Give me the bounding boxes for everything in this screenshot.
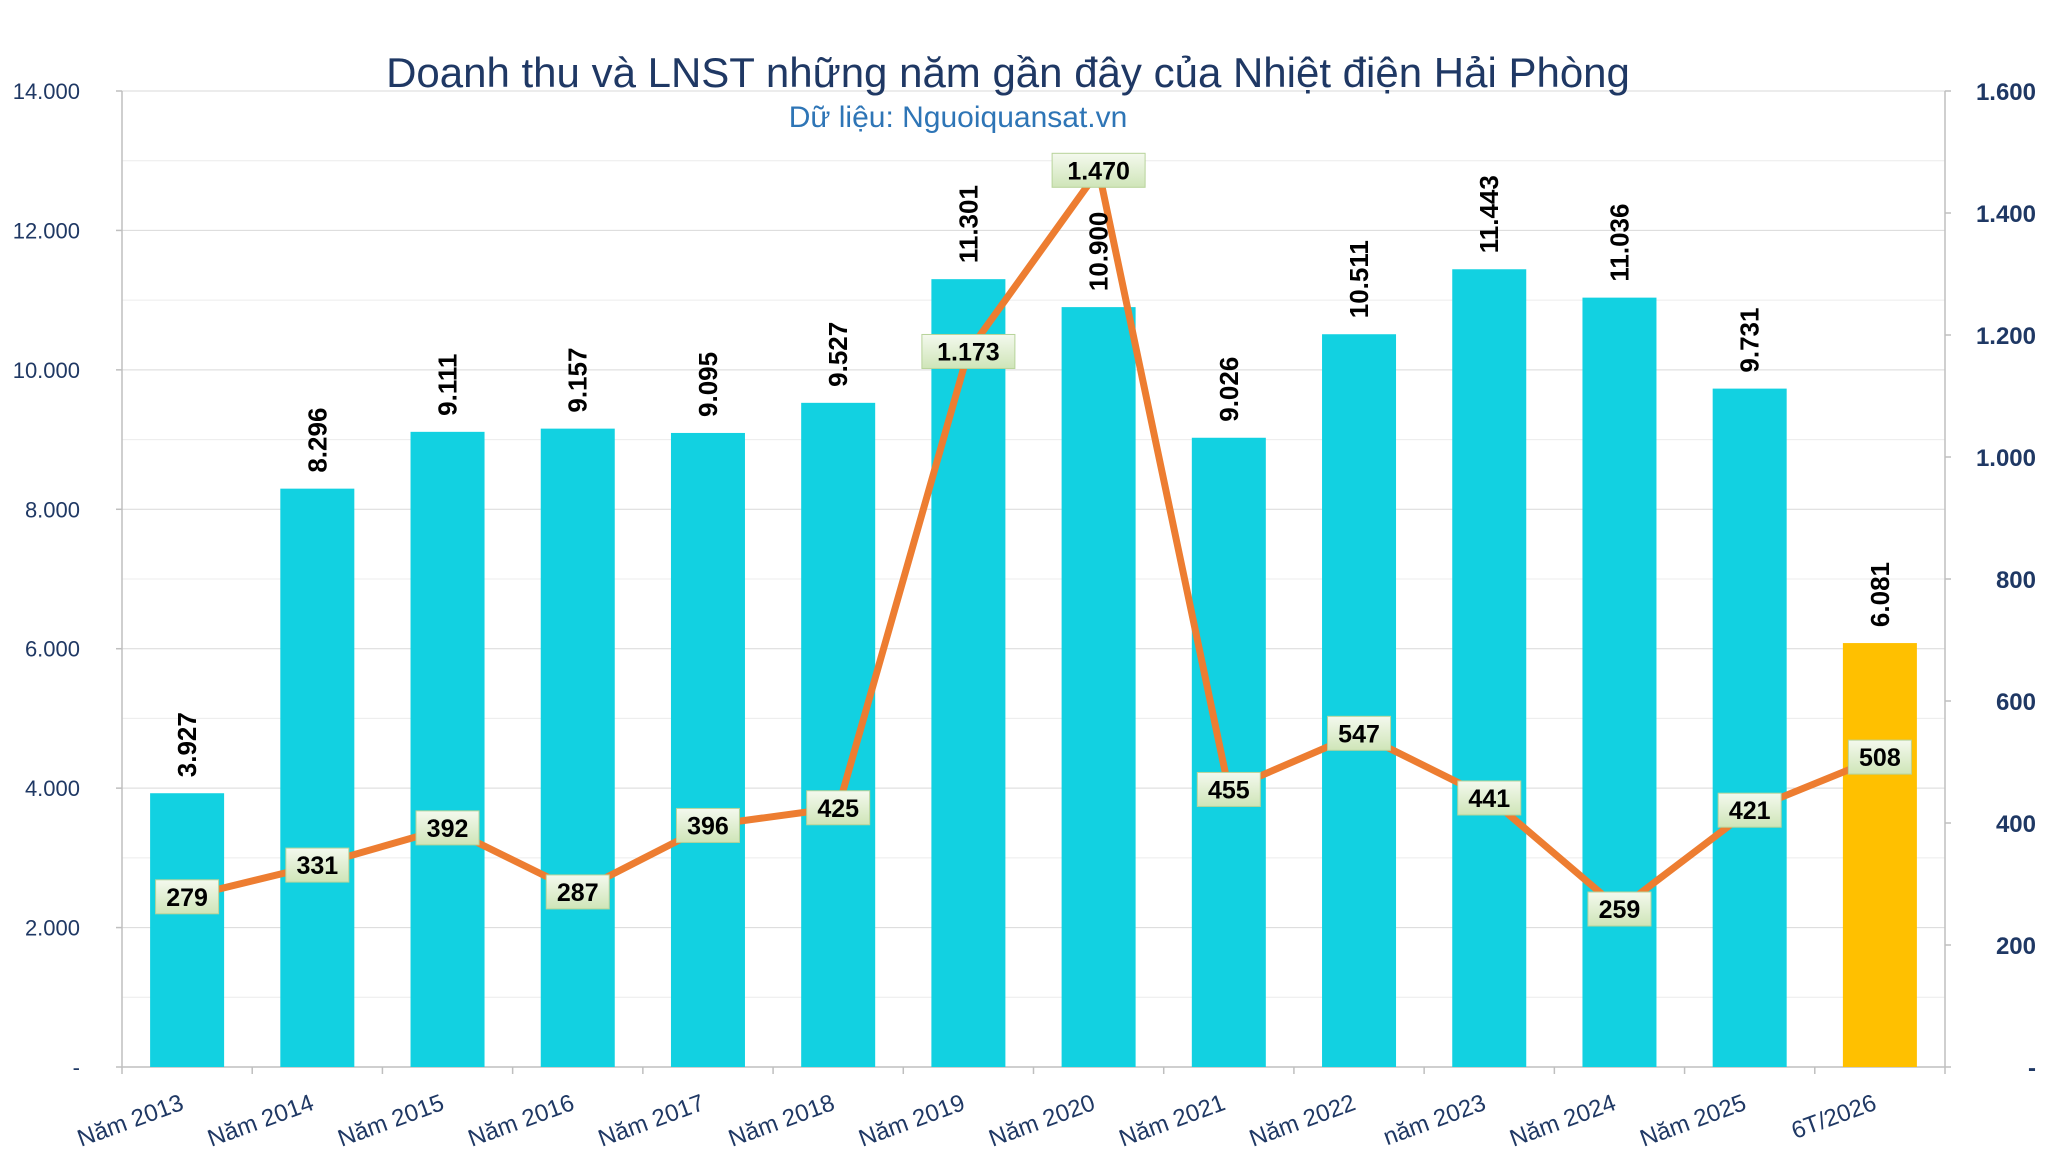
y2-tick-label: 1.600 — [1976, 79, 2036, 106]
line-label-box — [675, 807, 740, 843]
bar-value-label: 9.157 — [563, 348, 593, 413]
bar-value-label: 9.731 — [1735, 308, 1765, 373]
y2-tick-label: - — [2028, 1055, 2036, 1082]
y-tick-label: 6.000 — [25, 637, 80, 662]
bar-value-label: 3.927 — [172, 712, 202, 777]
x-tick-label: Năm 2018 — [725, 1089, 838, 1152]
line-label-box — [1327, 715, 1392, 751]
bar-value-label: 11.301 — [953, 185, 983, 263]
y-tick-label: 8.000 — [25, 497, 80, 522]
chart-title: Doanh thu và LNST những năm gần đây của … — [386, 49, 1630, 96]
line-label-box — [806, 790, 871, 826]
line-label-box — [1587, 891, 1652, 927]
y2-tick-label: 200 — [1996, 933, 2036, 960]
y-tick-label: 2.000 — [25, 916, 80, 941]
line-value-label: 547 — [1338, 720, 1380, 748]
x-tick-label: Năm 2021 — [1116, 1089, 1229, 1152]
bar — [670, 432, 745, 1067]
bar-value-label: 9.111 — [433, 354, 463, 416]
bar-value-label: 10.511 — [1344, 240, 1374, 318]
bar — [280, 488, 355, 1068]
bar — [150, 793, 225, 1067]
bar-value-label: 11.443 — [1474, 175, 1504, 253]
line-label-box — [545, 874, 610, 910]
line-value-label: 425 — [817, 795, 859, 823]
bar — [1061, 307, 1136, 1068]
line-value-label: 441 — [1468, 785, 1510, 813]
y-tick-label: 12.000 — [13, 218, 80, 243]
line-value-label: 279 — [166, 884, 208, 912]
x-tick-label: 6T/2026 — [1788, 1089, 1880, 1144]
gridlines — [122, 90, 1945, 1068]
y-tick-label: 4.000 — [25, 776, 80, 801]
x-tick-label: Năm 2025 — [1636, 1089, 1749, 1152]
bar — [540, 428, 615, 1067]
line-label-box — [1196, 771, 1261, 807]
bar — [801, 402, 876, 1067]
x-tick-label: Năm 2015 — [334, 1089, 447, 1152]
bar — [931, 279, 1006, 1068]
x-tick-label: năm 2023 — [1380, 1089, 1490, 1151]
bar-value-label: 9.026 — [1214, 357, 1244, 422]
data-labels: 3.927 8.296 9.111 9.157 9.095 9.527 11.301 10.9… — [155, 152, 1912, 927]
line-label-box — [155, 879, 220, 915]
x-tick-label: Năm 2020 — [985, 1089, 1098, 1152]
x-tick-label: Năm 2013 — [74, 1089, 187, 1152]
line-value-label: 396 — [687, 812, 729, 840]
bar-value-label: 9.527 — [823, 322, 853, 387]
bar — [1582, 297, 1657, 1067]
y-tick-label: 14.000 — [13, 79, 80, 104]
y2-tick-label: 1.400 — [1976, 201, 2036, 228]
line-label-box — [1847, 739, 1912, 775]
line-label-box — [1457, 780, 1522, 816]
bar-series — [150, 269, 1917, 1068]
y2-tick-label: 1.000 — [1976, 445, 2036, 472]
x-tick-label: Năm 2016 — [465, 1089, 578, 1152]
line-value-label: 1.173 — [937, 338, 1000, 366]
bar-value-label: 6.081 — [1865, 562, 1895, 627]
line-label-box — [921, 333, 1016, 369]
bar-value-label: 9.095 — [693, 352, 723, 417]
line-value-label: 331 — [296, 852, 338, 880]
line-label-box — [415, 810, 480, 846]
y2-tick-label: 800 — [1996, 567, 2036, 594]
line-value-label: 455 — [1208, 776, 1250, 804]
y-tick-label: 10.000 — [13, 358, 80, 383]
line-value-label: 421 — [1729, 797, 1771, 825]
bar — [410, 431, 485, 1067]
bar — [1322, 334, 1397, 1067]
x-tick-label: Năm 2017 — [595, 1089, 708, 1152]
line-value-label: 392 — [427, 815, 469, 843]
chart-subtitle: Dữ liệu: Nguoiquansat.vn — [789, 101, 1128, 134]
line-value-label: 287 — [557, 879, 599, 907]
y2-tick-label: 1.200 — [1976, 323, 2036, 350]
bar — [1712, 388, 1787, 1067]
bar-value-label: 10.900 — [1084, 212, 1114, 292]
line-value-label: 259 — [1599, 896, 1641, 924]
x-tick-label: Năm 2014 — [204, 1089, 317, 1152]
y2-tick-label: 600 — [1996, 689, 2036, 716]
x-tick-label: Năm 2019 — [855, 1089, 968, 1152]
line-label-box — [1717, 792, 1782, 828]
x-tick-label: Năm 2022 — [1246, 1089, 1359, 1152]
line-label-box — [285, 847, 350, 883]
line-value-label: 1.470 — [1067, 157, 1130, 185]
bar-value-label: 8.296 — [302, 408, 332, 473]
bar-value-label: 11.036 — [1604, 204, 1634, 282]
y2-tick-label: 400 — [1996, 811, 2036, 838]
line-value-label: 508 — [1859, 744, 1901, 772]
bar — [1191, 437, 1266, 1067]
y-tick-label: - — [73, 1055, 80, 1080]
x-tick-label: Năm 2024 — [1506, 1089, 1619, 1152]
bar — [1452, 269, 1527, 1068]
bar — [1842, 643, 1917, 1067]
line-label-box — [1051, 152, 1146, 188]
